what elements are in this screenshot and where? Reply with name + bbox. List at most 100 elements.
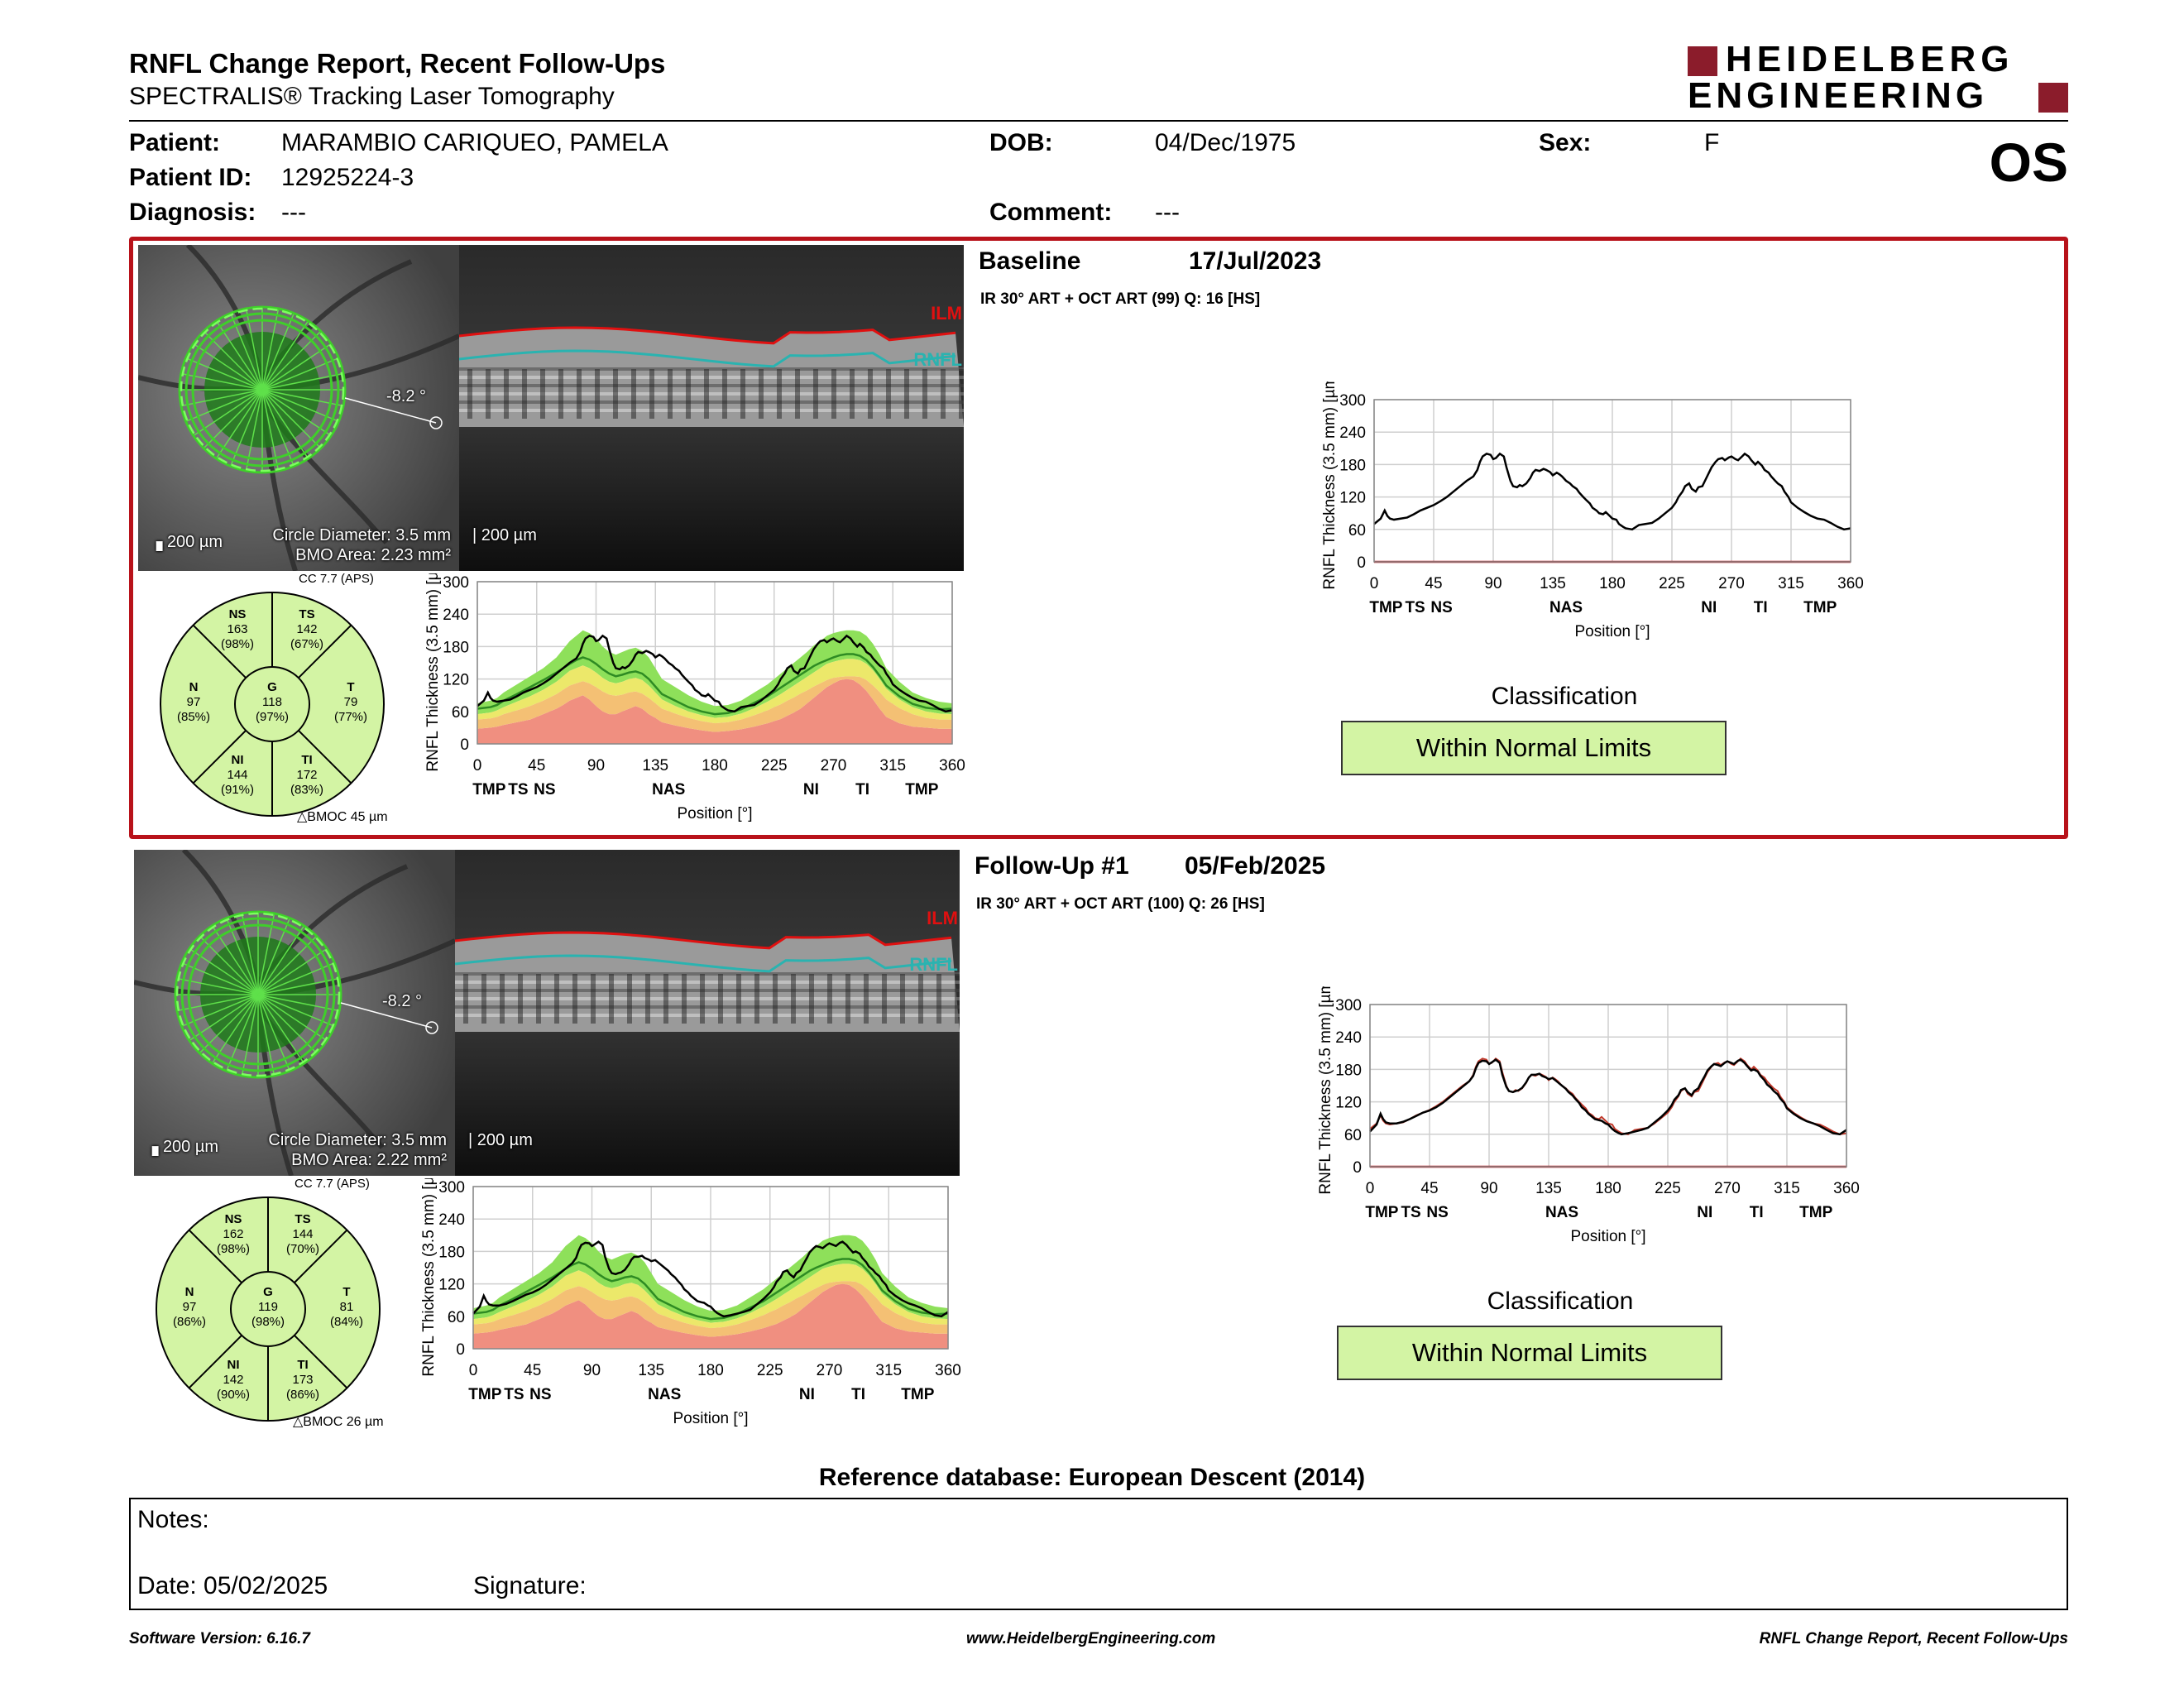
sector-name-ns: NS: [229, 607, 247, 621]
bmo-area: BMO Area: 2.22 mm²: [291, 1151, 447, 1169]
y-tick-label: 120: [443, 672, 469, 689]
band-normal: [473, 1235, 948, 1323]
x-tick-label: 0: [1366, 1180, 1375, 1197]
region-label: TS: [1401, 1204, 1420, 1221]
classification-result: Within Normal Limits: [1337, 1326, 1722, 1380]
region-label: TI: [855, 781, 869, 798]
x-tick-label: 270: [817, 1362, 843, 1379]
sector-percent-ni: (90%): [217, 1388, 250, 1402]
sector-value-ns: 162: [223, 1227, 243, 1241]
x-tick-label: 270: [821, 757, 847, 774]
y-tick-label: 0: [1353, 1159, 1362, 1177]
ilm-line: [455, 931, 952, 950]
notes-box[interactable]: Notes: Date: 05/02/2025 Signature:: [129, 1498, 2068, 1610]
region-label: TMP: [1803, 599, 1837, 616]
sector-name-t: T: [342, 1285, 350, 1299]
x-tick-label: 45: [524, 1362, 541, 1379]
x-tick-label: 315: [1774, 1180, 1800, 1197]
diagnosis-value: ---: [281, 199, 306, 226]
x-tick-label: 0: [469, 1362, 478, 1379]
header-rule: [129, 120, 2068, 122]
x-tick-label: 315: [1778, 575, 1804, 592]
scan-circle: [180, 307, 345, 472]
ilm-line: [459, 326, 956, 345]
x-tick-label: 45: [1425, 575, 1442, 592]
y-tick-label: 300: [1335, 997, 1362, 1014]
exam-date: 05/Feb/2025: [1185, 852, 1326, 880]
x-tick-label: 360: [939, 757, 965, 774]
sector-name-ns: NS: [225, 1212, 242, 1226]
sector-percent-t: (84%): [330, 1315, 363, 1329]
x-tick-label: 45: [528, 757, 545, 774]
y-tick-label: 180: [443, 639, 469, 656]
y-axis-label: RNFL Thickness (3.5 mm) [µm]: [1317, 986, 1334, 1195]
sex-value: F: [1704, 129, 1720, 156]
sector-percent-ns: (98%): [217, 1242, 250, 1256]
region-label: NAS: [652, 781, 685, 798]
sector-value-ts: 144: [292, 1227, 313, 1241]
x-tick-label: 360: [935, 1362, 961, 1379]
comment-label: Comment:: [989, 199, 1113, 226]
x-axis-label: Position [°]: [1570, 1228, 1645, 1245]
region-label: TMP: [1365, 1204, 1398, 1221]
rnfl-label: RNFL: [913, 349, 962, 370]
y-tick-label: 180: [438, 1244, 465, 1261]
x-tick-label: 315: [879, 757, 906, 774]
region-label: NS: [529, 1386, 551, 1403]
thickness-graph-comparison: 0 60 120 180 240 300 0 45 90 135 180 225 270 315 360 TM…: [1279, 976, 1933, 1251]
y-tick-label: 0: [460, 736, 469, 754]
x-tick-label: 90: [583, 1362, 601, 1379]
classification-title: Classification: [1491, 683, 1638, 710]
oct-bscan: ILM RNFL | 200 µm: [459, 245, 964, 571]
x-tick-label: 90: [1480, 1180, 1497, 1197]
sector-value-ni: 142: [223, 1373, 243, 1387]
sector-name-ti: TI: [301, 753, 312, 767]
bmoc-value: △BMOC 26 µm: [293, 1415, 384, 1429]
y-tick-label: 300: [443, 574, 469, 592]
band-borderline-low: [477, 676, 952, 732]
thickness-graph-normative: 0 60 120 180 240 300 0 45 90 135 180 225 270 315 360 TM…: [402, 1158, 965, 1445]
region-label: TS: [508, 781, 528, 798]
circle-diameter: Circle Diameter: 3.5 mm: [272, 526, 451, 544]
thickness-line-follow-up-1: [1369, 1058, 1847, 1136]
x-tick-label: 180: [1595, 1180, 1621, 1197]
classification-title: Classification: [1487, 1288, 1634, 1315]
sector-percent-ts: (67%): [290, 637, 323, 651]
website-link[interactable]: www.HeidelbergEngineering.com: [966, 1630, 1216, 1647]
sector-percent-g: (97%): [256, 710, 289, 724]
sector-percent-n: (85%): [177, 710, 210, 724]
y-tick-label: 300: [438, 1179, 465, 1196]
exam-name: Follow-Up #1: [975, 852, 1129, 880]
region-label: TMP: [1369, 599, 1402, 616]
region-label: NI: [1697, 1204, 1712, 1221]
sector-percent-g: (98%): [251, 1315, 285, 1329]
x-tick-label: 225: [1655, 1180, 1681, 1197]
ilm-label: ILM: [927, 908, 958, 928]
y-tick-label: 0: [456, 1341, 465, 1359]
y-tick-label: 240: [1335, 1029, 1362, 1047]
y-tick-label: 180: [1339, 457, 1366, 474]
sector-value-t: 79: [344, 695, 358, 709]
exam-info: IR 30° ART + OCT ART (99) Q: 16 [HS]: [980, 290, 1261, 308]
plot-frame: [472, 1186, 949, 1350]
baseline-section: -8.2 ° ▗ 200 µm Circle Diameter: 3.5 mm BMO…: [129, 237, 2068, 839]
classification-result: Within Normal Limits: [1341, 721, 1727, 775]
sector-percent-ni: (91%): [221, 783, 254, 797]
logo-line2: ENGINEERING: [1688, 75, 1989, 116]
region-label: TMP: [472, 781, 505, 798]
angle-readout: -8.2 °: [382, 992, 423, 1010]
sector-name-ti: TI: [297, 1358, 308, 1372]
region-label: NAS: [1549, 599, 1583, 616]
oct-scale-bar: | 200 µm: [468, 1131, 533, 1149]
exam-date: 17/Jul/2023: [1189, 247, 1322, 275]
notes-label: Notes:: [137, 1506, 209, 1533]
sector-name-n: N: [185, 1285, 194, 1299]
cc-label: CC 7.7 (APS): [295, 1177, 370, 1191]
sector-wheel: NS 162 (98%) TS 144 (70%) N 97 (86%) G 119 (98%) T 81…: [134, 1187, 407, 1443]
thickness-line-baseline: [477, 634, 953, 713]
fundus-scale-bar: ▗ 200 µm: [150, 533, 223, 551]
sector-name-ts: TS: [295, 1212, 310, 1226]
x-tick-label: 270: [1714, 1180, 1741, 1197]
x-tick-label: 90: [1484, 575, 1502, 592]
y-tick-label: 240: [438, 1211, 465, 1229]
